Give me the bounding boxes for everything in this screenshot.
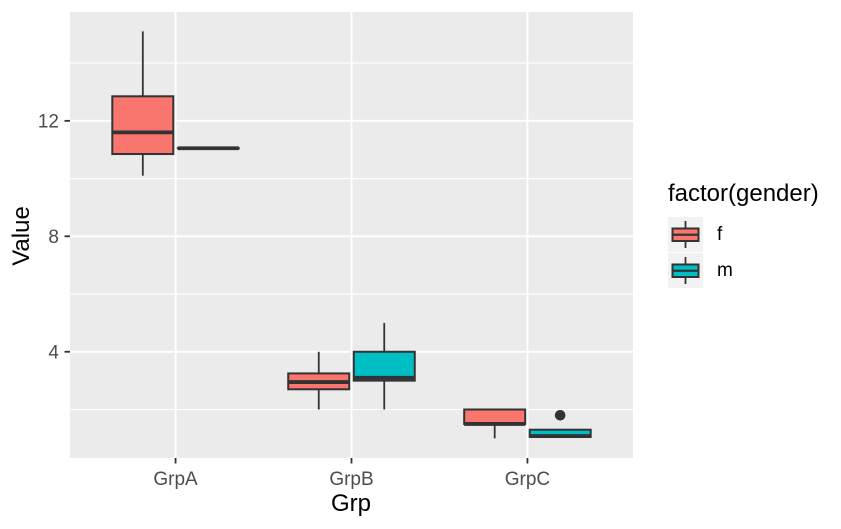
- legend-entry-m: m: [668, 253, 819, 289]
- box-GrpC-m-outlier-point: [554, 409, 566, 421]
- box-GrpA-f-iqr-box: [111, 95, 175, 156]
- legend-key-boxplot-icon: [668, 217, 703, 253]
- box-GrpC-f-iqr-box: [463, 408, 527, 425]
- x-tick-label-GrpB: GrpB: [329, 469, 373, 490]
- box-GrpB-m-iqr-box: [352, 350, 416, 382]
- y-tick-label-8: 8: [48, 227, 59, 248]
- x-axis-title: Grp: [330, 490, 372, 517]
- y-tick-label-12: 12: [38, 111, 59, 132]
- legend-key-boxplot-icon: [668, 253, 703, 289]
- y-tick-label-4: 4: [48, 342, 59, 363]
- legend-title: factor(gender): [668, 180, 819, 207]
- legend-label-f: f: [717, 223, 723, 245]
- legend-entry-f: f: [668, 217, 819, 253]
- x-tick-label-GrpA: GrpA: [153, 469, 198, 490]
- legend-label-m: m: [717, 259, 733, 281]
- x-tick-label-GrpC: GrpC: [505, 469, 550, 490]
- y-axis-title: Value: [8, 206, 35, 266]
